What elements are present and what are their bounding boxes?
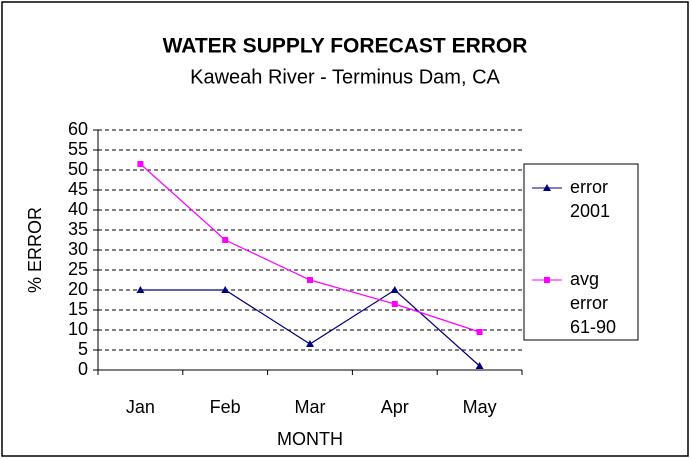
marker — [137, 161, 144, 167]
y-axis-label: % ERROR — [25, 207, 45, 293]
legend-label: avg error 61-90 — [570, 269, 616, 337]
marker — [222, 237, 229, 243]
y-tick-label: 10 — [68, 319, 88, 339]
marker — [543, 184, 551, 191]
y-tick-label: 60 — [68, 119, 88, 139]
legend-label: error 2001 — [570, 177, 610, 221]
marker — [475, 362, 484, 369]
y-tick-label: 40 — [68, 199, 88, 219]
chart-title: WATER SUPPLY FORECAST ERROR — [163, 35, 528, 58]
x-tick-label: May — [463, 397, 497, 417]
marker — [221, 286, 230, 293]
y-tick-label: 15 — [68, 299, 88, 319]
y-tick-label: 45 — [68, 179, 88, 199]
marker — [136, 286, 145, 293]
x-tick-label: Feb — [210, 397, 241, 417]
y-tick-label: 30 — [68, 239, 88, 259]
marker — [391, 301, 398, 307]
y-tick-label: 50 — [68, 159, 88, 179]
y-tick-label: 5 — [78, 339, 88, 359]
marker — [476, 329, 483, 335]
chart-subtitle: Kaweah River - Terminus Dam, CA — [190, 66, 500, 88]
x-axis-label: MONTH — [277, 429, 343, 449]
y-tick-label: 0 — [78, 359, 88, 379]
legend-box — [523, 163, 639, 341]
marker — [306, 340, 314, 347]
x-tick-label: Apr — [381, 397, 409, 417]
marker — [307, 277, 313, 283]
marker — [544, 277, 550, 283]
y-tick-label: 25 — [68, 259, 88, 279]
y-tick-label: 55 — [68, 139, 88, 159]
y-tick-label: 20 — [68, 279, 88, 299]
y-tick-label: 35 — [68, 219, 88, 239]
marker — [390, 286, 399, 293]
x-tick-label: Mar — [295, 397, 326, 417]
x-tick-label: Jan — [126, 397, 155, 417]
